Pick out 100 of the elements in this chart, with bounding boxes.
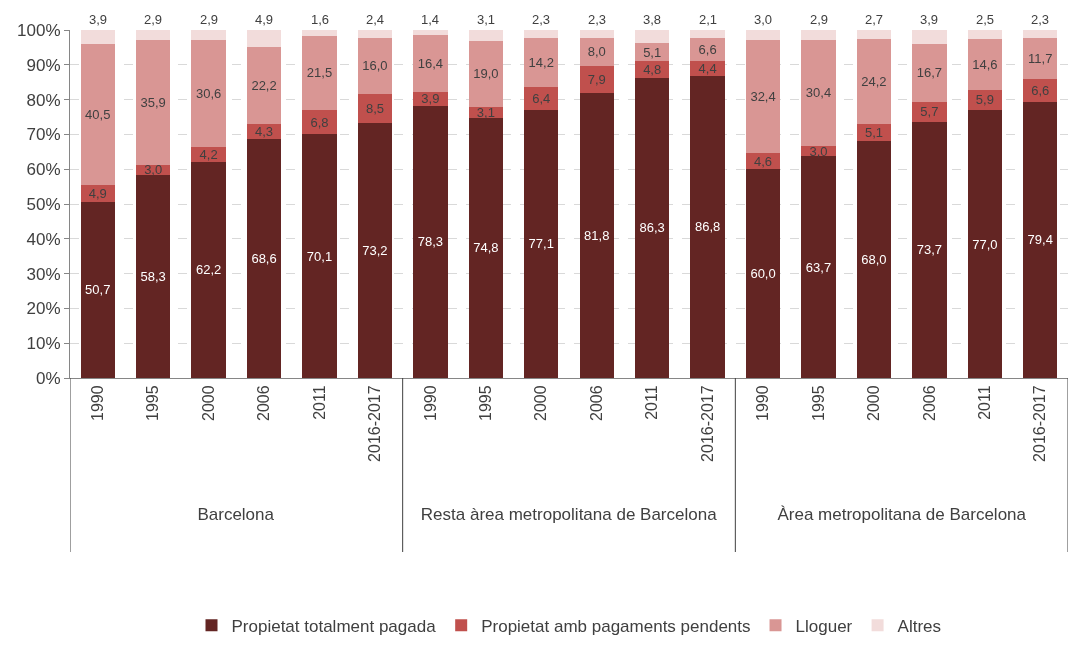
x-tick-label: 1995: [477, 385, 495, 421]
data-label: 73,7: [916, 242, 943, 258]
bar: [745, 40, 781, 154]
data-label: 2,3: [532, 12, 551, 27]
bar: [579, 30, 614, 38]
y-tick-label: 50%: [26, 194, 61, 214]
data-label: 5,1: [864, 124, 883, 140]
data-label: 6,6: [1031, 82, 1050, 98]
data-label: 50,7: [85, 282, 111, 298]
bar: [246, 139, 282, 378]
bar: [1023, 38, 1058, 79]
bar: [135, 39, 171, 165]
data-label: 4,3: [255, 124, 274, 140]
bar: [302, 30, 337, 36]
x-tick-label: 2016-2017: [1031, 385, 1049, 462]
bar: [357, 38, 393, 94]
x-tick-label: 2000: [199, 385, 217, 421]
bar: [80, 201, 115, 378]
bar: [634, 30, 670, 44]
data-label: 2,1: [699, 12, 718, 27]
data-label: 3,9: [421, 91, 440, 107]
bar: [912, 121, 947, 378]
data-label: 1,4: [421, 12, 440, 27]
data-label: 2,4: [366, 12, 385, 27]
bar: [135, 175, 171, 378]
bar: [357, 123, 393, 378]
bar: [80, 30, 115, 44]
y-tick-label: 60%: [26, 160, 61, 180]
data-label: 63,7: [805, 259, 832, 275]
data-label: 30,4: [805, 85, 832, 101]
bar: [1023, 101, 1058, 378]
data-label: 86,3: [639, 220, 665, 236]
x-tick-label: 2011: [976, 385, 994, 420]
x-tick-label: 1990: [754, 385, 772, 421]
data-label: 3,9: [920, 12, 939, 27]
text: Barcelona: [197, 505, 275, 524]
x-tick-label: 2006: [920, 385, 938, 421]
bar: [302, 110, 337, 135]
data-label: 77,1: [528, 236, 554, 252]
data-label: 7,9: [587, 72, 606, 88]
data-label: 77,0: [972, 236, 998, 252]
x-tick-label: 2011: [643, 385, 661, 420]
bar: [745, 169, 781, 378]
bar: [912, 30, 947, 44]
bar: [191, 30, 226, 41]
data-label: 4,2: [199, 146, 218, 162]
data-label: 68,6: [251, 251, 277, 267]
bar: [967, 110, 1003, 378]
bar: [413, 34, 448, 92]
data-label: 3,1: [477, 12, 496, 27]
data-label: 3,9: [89, 12, 108, 27]
data-label: 3,1: [476, 104, 495, 120]
bar: [468, 40, 504, 107]
bar: [246, 30, 282, 48]
bar: [856, 141, 892, 378]
data-label: 2,3: [588, 12, 607, 27]
text: Àrea metropolitana de Barcelona: [777, 505, 1027, 524]
x-tick-label: 2000: [532, 385, 550, 421]
bar: [967, 38, 1003, 90]
data-label: 19,0: [473, 66, 499, 82]
data-label: 58,3: [140, 269, 166, 285]
data-label: 35,9: [140, 94, 166, 110]
x-tick-label: 2016-2017: [698, 385, 716, 462]
data-label: 2,9: [144, 12, 163, 27]
data-label: 16,7: [916, 65, 943, 81]
data-label: 6,4: [532, 91, 551, 107]
data-label: 2,5: [976, 12, 995, 27]
bar: [413, 105, 448, 378]
y-tick-label: 10%: [26, 334, 61, 354]
data-label: 40,5: [85, 106, 111, 122]
bar: [135, 30, 171, 40]
x-tick-label: 1995: [144, 385, 162, 421]
data-label: 14,6: [972, 56, 998, 72]
data-label: 2,9: [200, 12, 219, 27]
data-label: 6,8: [310, 114, 329, 130]
y-tick-label: 20%: [26, 299, 61, 319]
data-label: 6,6: [698, 41, 717, 57]
data-label: 3,0: [754, 12, 773, 27]
bar: [191, 40, 226, 147]
y-tick-label: 40%: [26, 229, 61, 249]
data-label: 5,1: [643, 44, 662, 60]
bar: [912, 101, 947, 122]
x-tick-label: 1995: [809, 385, 827, 421]
data-label: 8,0: [587, 44, 606, 60]
bar: [912, 43, 947, 102]
bar: [579, 93, 614, 378]
data-label: 81,8: [584, 228, 610, 244]
data-label: 3,0: [809, 143, 828, 159]
y-tick-label: 100%: [17, 20, 61, 40]
bar: [801, 40, 836, 146]
x-tick-label: 2006: [255, 385, 273, 421]
bar: [524, 30, 559, 38]
bar: [468, 117, 504, 378]
y-tick-label: 90%: [26, 55, 61, 75]
bar: [745, 30, 781, 41]
data-label: 86,8: [694, 219, 721, 235]
data-label: 1,6: [311, 12, 330, 27]
legend-label: Propietat totalment pagada: [231, 616, 437, 636]
data-label: 5,7: [920, 104, 939, 120]
bar: [634, 77, 670, 378]
